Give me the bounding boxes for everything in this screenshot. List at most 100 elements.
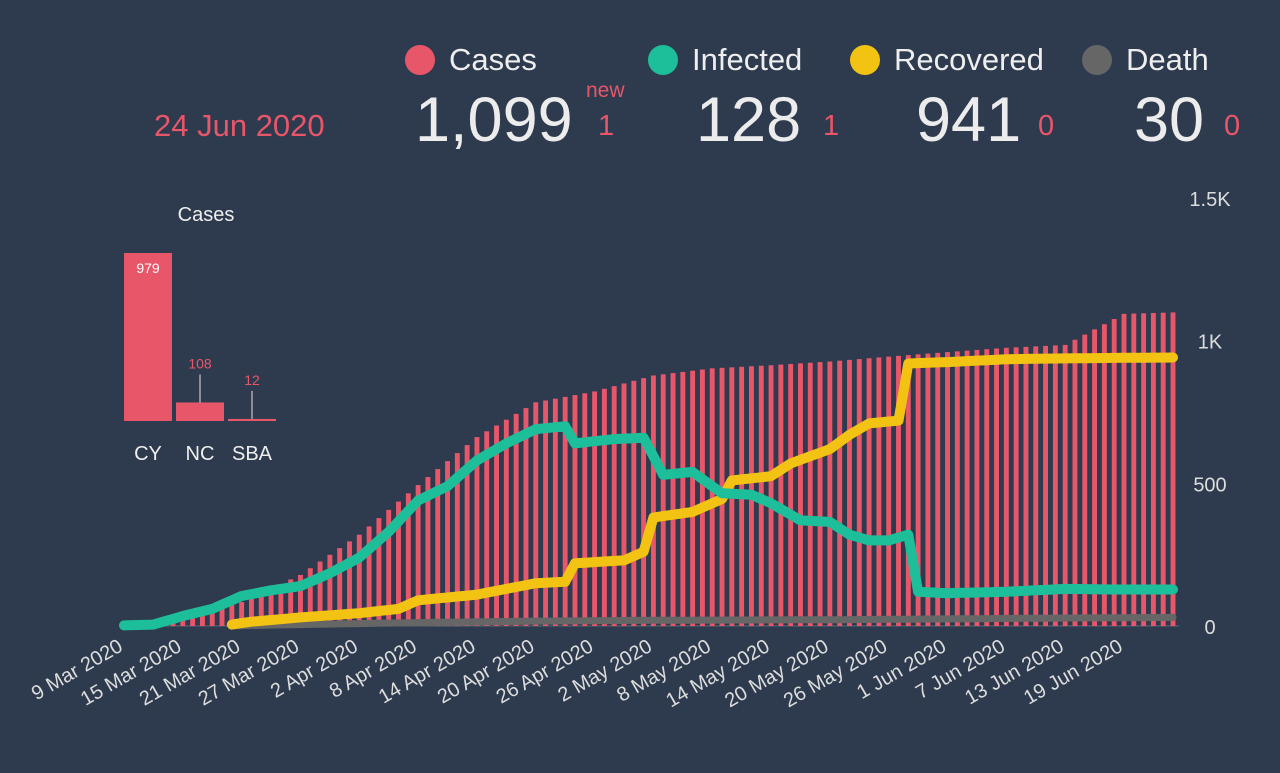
cases-bar[interactable] [1170, 312, 1176, 626]
cases-bar[interactable] [964, 350, 970, 626]
cases-bar[interactable] [601, 388, 607, 626]
cases-bar[interactable] [1141, 313, 1147, 626]
cases-bar[interactable] [690, 370, 696, 626]
cases-bar[interactable] [474, 437, 480, 626]
cases-bar[interactable] [876, 357, 882, 626]
cases-bar[interactable] [366, 526, 372, 626]
cases-bar[interactable] [376, 518, 382, 626]
cases-bar[interactable] [425, 477, 431, 626]
cases-bar[interactable] [680, 371, 686, 626]
cases-bar[interactable] [464, 445, 470, 626]
cases-bar[interactable] [1052, 345, 1058, 626]
cases-bar[interactable] [1082, 334, 1088, 626]
cases-bar[interactable] [513, 413, 519, 626]
cases-bar[interactable] [611, 386, 617, 626]
cases-bar[interactable] [415, 485, 421, 626]
cases-bar[interactable] [1023, 346, 1029, 626]
region-bar-cy[interactable] [124, 253, 172, 421]
cases-bar[interactable] [994, 348, 999, 626]
cases-bar[interactable] [905, 355, 911, 626]
cases-bar[interactable] [1092, 329, 1098, 626]
cases-bar[interactable] [562, 396, 568, 626]
cases-bar[interactable] [1131, 313, 1137, 626]
cases-bar[interactable] [494, 425, 499, 626]
cases-bar[interactable] [533, 402, 539, 626]
cases-bar[interactable] [445, 461, 450, 626]
infected-line[interactable] [119, 421, 1178, 631]
cases-bar[interactable] [199, 613, 205, 626]
cases-bar[interactable] [935, 352, 941, 626]
cases-bar[interactable] [847, 359, 852, 626]
cases-bar[interactable] [827, 361, 833, 626]
cases-bar[interactable] [807, 362, 813, 626]
legend-recovered[interactable]: Recovered [850, 40, 1044, 80]
cases-bar[interactable] [817, 362, 823, 626]
cases-bar[interactable] [866, 358, 872, 626]
cases-bar[interactable] [974, 349, 980, 626]
cases-bar[interactable] [248, 597, 254, 626]
cases-bar[interactable] [523, 408, 529, 626]
cases-bar[interactable] [572, 395, 578, 626]
cases-bar[interactable] [1101, 324, 1107, 626]
cases-bar[interactable] [621, 383, 627, 626]
cases-bar[interactable] [317, 561, 323, 626]
cases-bar[interactable] [1013, 347, 1019, 626]
cases-bar[interactable] [660, 374, 666, 626]
cases-bar[interactable] [886, 356, 892, 626]
cases-bar[interactable] [347, 541, 352, 626]
legend-infected[interactable]: Infected [648, 40, 802, 80]
cases-bar[interactable] [837, 360, 843, 626]
death-line[interactable] [228, 613, 1177, 630]
legend-death[interactable]: Death [1082, 40, 1209, 80]
cases-bar[interactable] [641, 378, 647, 626]
cases-bar[interactable] [327, 554, 333, 626]
cases-bar[interactable] [1043, 345, 1049, 626]
cases-bar[interactable] [896, 355, 901, 626]
cases-bar[interactable] [650, 375, 656, 626]
cases-bar[interactable] [278, 583, 284, 626]
cases-bar[interactable] [670, 373, 676, 626]
cases-bar[interactable] [239, 602, 245, 626]
cases-bar[interactable] [945, 352, 950, 626]
cases-bar[interactable] [798, 363, 803, 626]
cases-bar[interactable] [229, 604, 235, 626]
cases-bar[interactable] [454, 453, 460, 626]
cases-bar[interactable] [856, 359, 862, 626]
cases-bar[interactable] [1121, 313, 1127, 626]
cases-bar[interactable] [582, 393, 588, 626]
cases-bar[interactable] [699, 369, 705, 626]
cases-bar[interactable] [1150, 312, 1156, 626]
cases-bar[interactable] [631, 380, 637, 626]
cases-bar[interactable] [709, 368, 715, 626]
cases-bar[interactable] [503, 419, 509, 626]
cases-bar[interactable] [298, 574, 303, 626]
cases-bar[interactable] [925, 353, 931, 626]
cases-bar[interactable] [484, 431, 490, 626]
cases-bar[interactable] [543, 400, 549, 626]
recovered-line[interactable] [226, 352, 1178, 630]
cases-bar[interactable] [268, 588, 274, 626]
cases-bar[interactable] [1072, 339, 1078, 626]
cases-bar[interactable] [209, 610, 215, 626]
cases-bar[interactable] [954, 351, 960, 626]
region-bar-nc[interactable] [176, 402, 224, 421]
cases-bar[interactable] [190, 615, 196, 626]
cases-bar[interactable] [768, 365, 774, 626]
cases-bar[interactable] [984, 349, 990, 626]
cases-bar[interactable] [337, 548, 343, 626]
cases-bar[interactable] [219, 607, 225, 626]
cases-bar[interactable] [1062, 344, 1068, 626]
cases-bar[interactable] [552, 398, 558, 626]
cases-bar[interactable] [180, 618, 186, 626]
cases-bar[interactable] [592, 391, 598, 626]
cases-bar[interactable] [1160, 312, 1166, 626]
cases-bar[interactable] [435, 469, 441, 626]
cases-bar[interactable] [1003, 347, 1009, 626]
legend-cases[interactable]: Cases [405, 40, 537, 80]
region-bar-sba[interactable] [228, 418, 276, 421]
cases-bar[interactable] [288, 579, 294, 626]
cases-bar[interactable] [405, 493, 411, 626]
cases-bar[interactable] [915, 354, 921, 626]
cases-bar[interactable] [386, 509, 392, 626]
cases-bar[interactable] [1111, 319, 1117, 626]
